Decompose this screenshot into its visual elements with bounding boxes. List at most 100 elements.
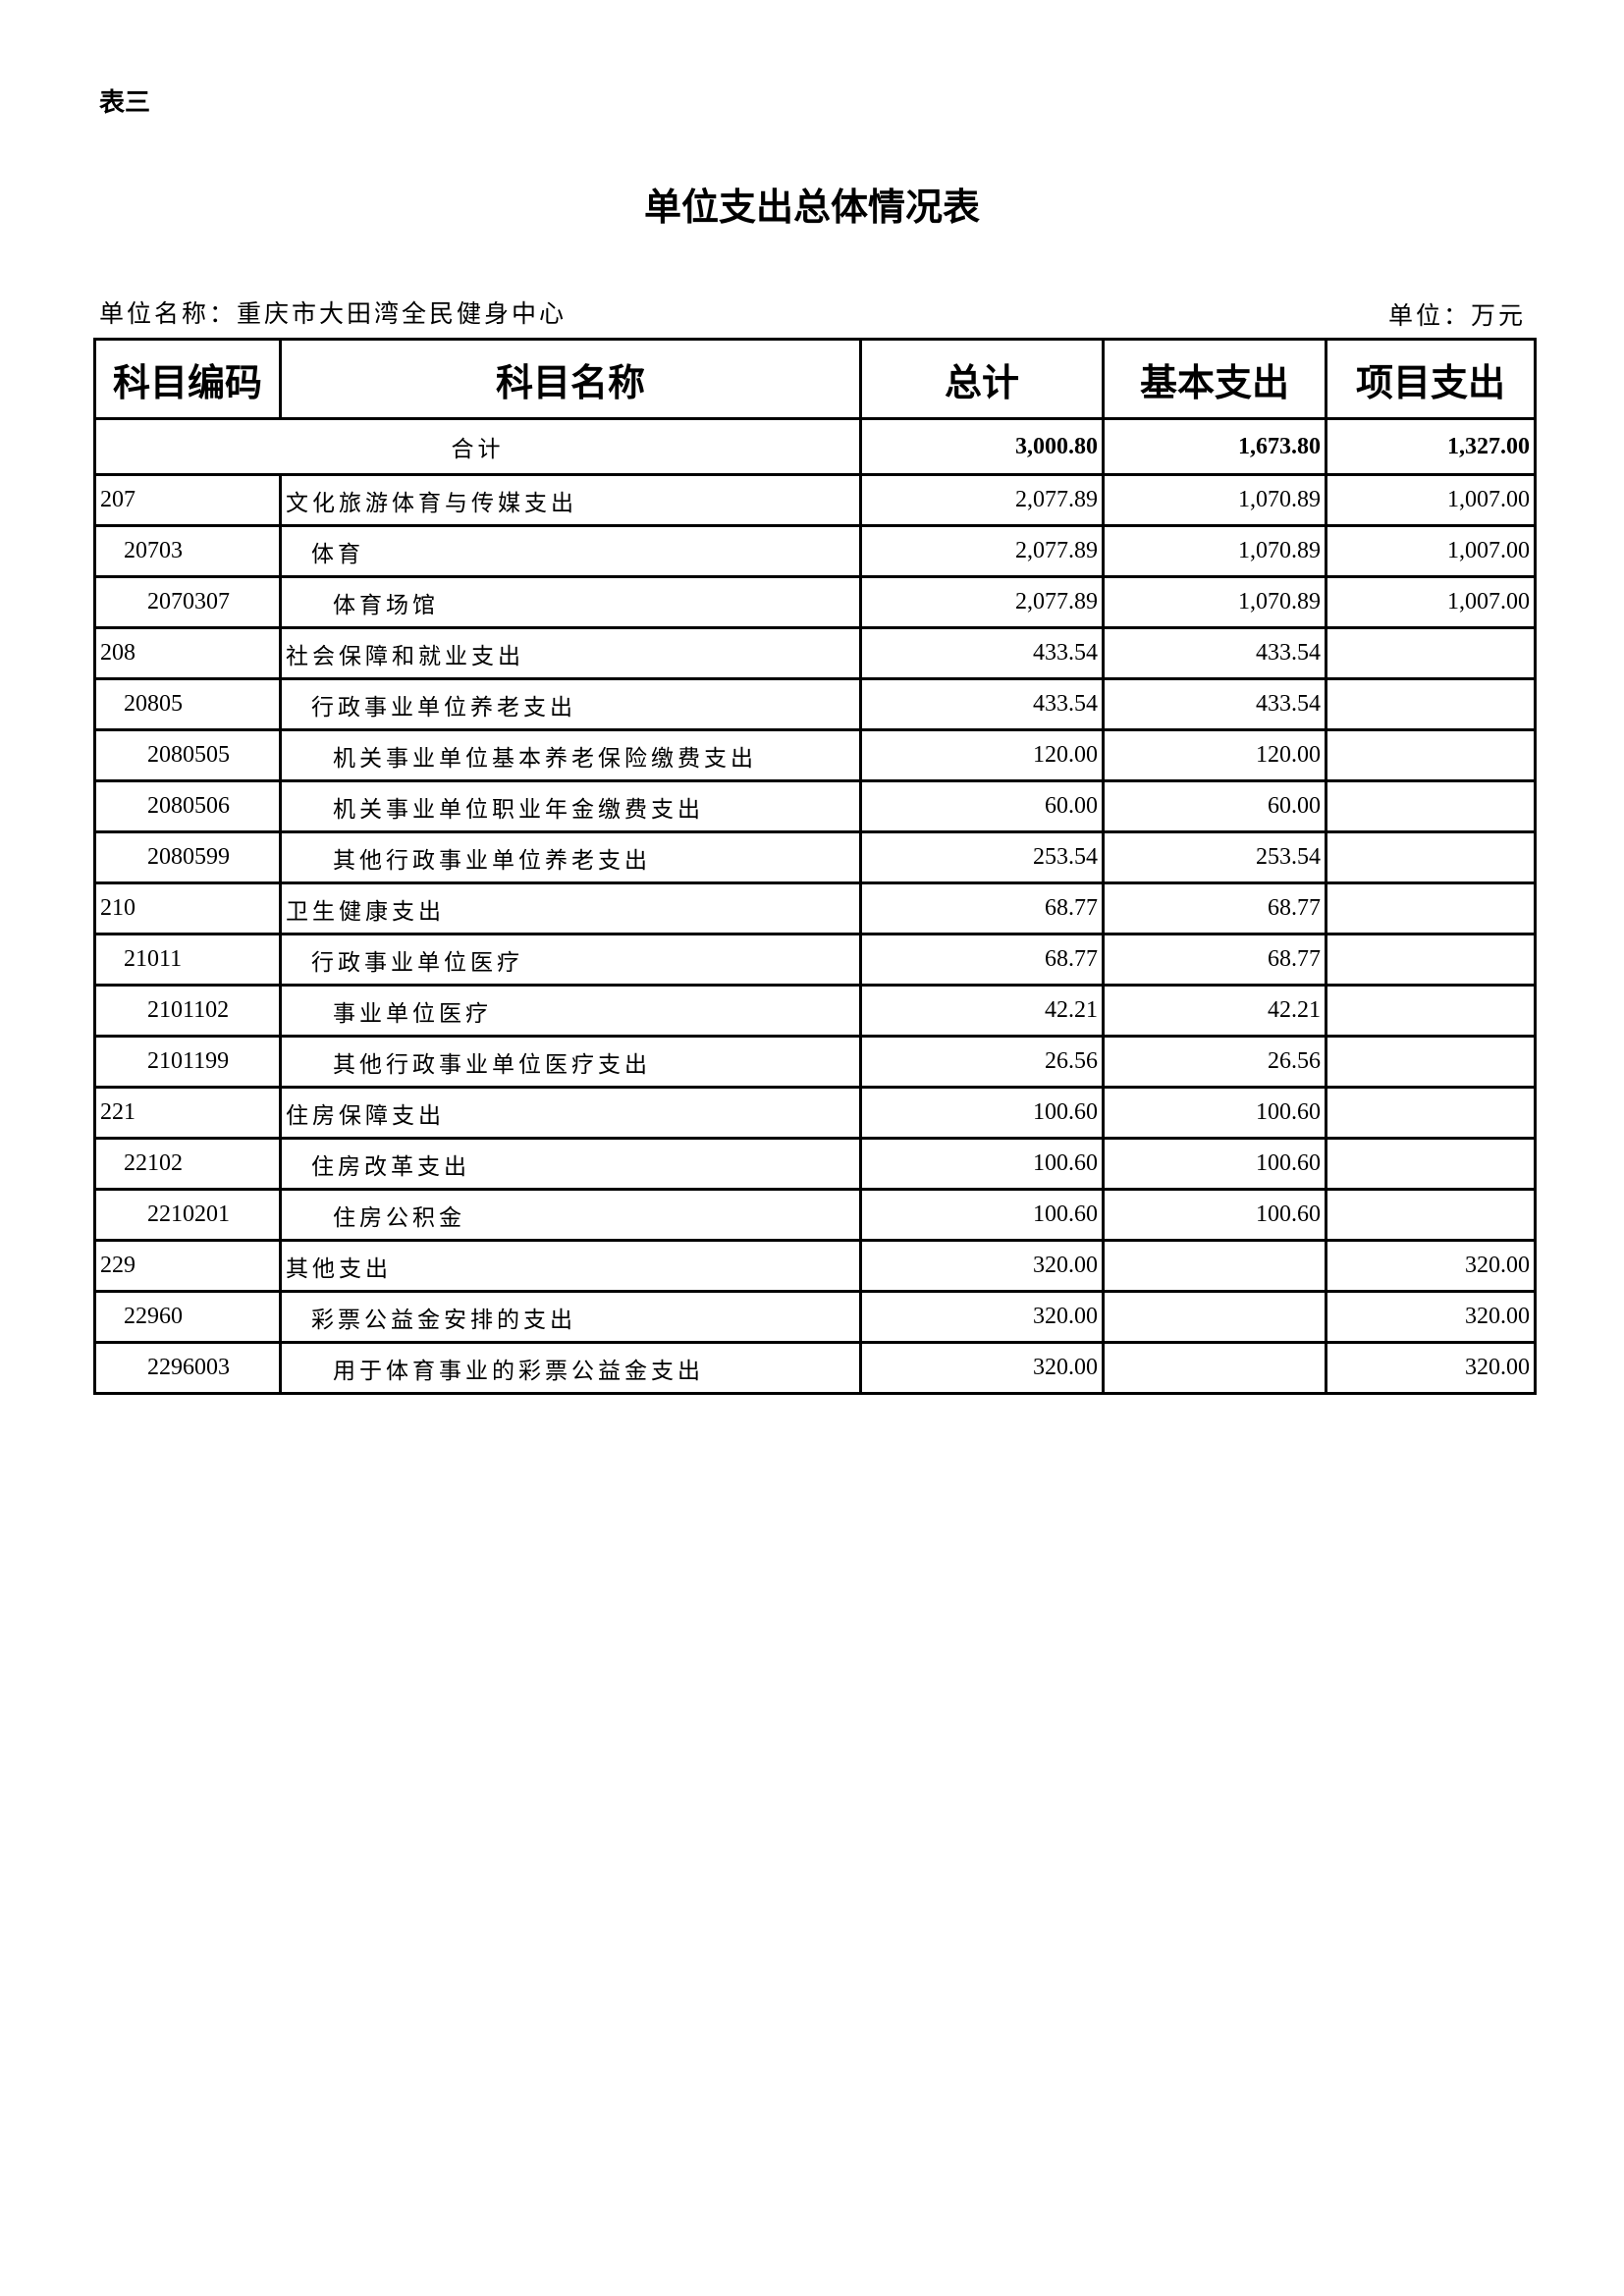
row-name: 行政事业单位养老支出: [279, 677, 862, 731]
row-code: 208: [93, 626, 282, 680]
row-project: 320.00: [1325, 1341, 1537, 1395]
row-basic: 100.60: [1102, 1137, 1327, 1191]
row-basic: 433.54: [1102, 626, 1327, 680]
header-row: 科目编码 科目名称 总计 基本支出 项目支出: [93, 338, 1537, 420]
table-row: 2080506 机关事业单位职业年金缴费支出 60.00 60.00: [93, 779, 1537, 833]
table-row: 2070307 体育场馆 2,077.89 1,070.89 1,007.00: [93, 575, 1537, 629]
row-name: 其他行政事业单位养老支出: [279, 830, 862, 884]
row-code: 221: [93, 1086, 282, 1140]
total-project: 1,327.00: [1325, 417, 1537, 476]
row-total: 60.00: [859, 779, 1105, 833]
row-name: 住房改革支出: [279, 1137, 862, 1191]
row-code: 2080505: [93, 728, 282, 782]
header-project: 项目支出: [1325, 338, 1537, 420]
row-basic: 1,070.89: [1102, 524, 1327, 578]
page-title: 单位支出总体情况表: [643, 185, 980, 229]
row-name: 体育: [279, 524, 862, 578]
row-code: 207: [93, 473, 282, 527]
row-project: [1325, 881, 1537, 935]
row-code: 22102: [93, 1137, 282, 1191]
row-basic: 253.54: [1102, 830, 1327, 884]
row-total: 320.00: [859, 1239, 1105, 1293]
table-row: 22102 住房改革支出 100.60 100.60: [93, 1137, 1537, 1191]
row-total: 2,077.89: [859, 575, 1105, 629]
total-label: 合计: [93, 417, 862, 476]
row-total: 68.77: [859, 881, 1105, 935]
table-row: 22960 彩票公益金安排的支出 320.00 320.00: [93, 1290, 1537, 1344]
row-total: 100.60: [859, 1188, 1105, 1242]
row-name: 用于体育事业的彩票公益金支出: [279, 1341, 862, 1395]
row-total: 120.00: [859, 728, 1105, 782]
row-basic: 100.60: [1102, 1188, 1327, 1242]
header-basic: 基本支出: [1102, 338, 1327, 420]
table-row: 2101102 事业单位医疗 42.21 42.21: [93, 984, 1537, 1038]
row-name: 体育场馆: [279, 575, 862, 629]
table-number-label: 表三: [99, 88, 151, 118]
table-row: 2101199 其他行政事业单位医疗支出 26.56 26.56: [93, 1035, 1537, 1089]
total-basic: 1,673.80: [1102, 417, 1327, 476]
row-project: [1325, 728, 1537, 782]
row-total: 320.00: [859, 1290, 1105, 1344]
row-code: 210: [93, 881, 282, 935]
row-project: 1,007.00: [1325, 473, 1537, 527]
row-code: 2296003: [93, 1341, 282, 1395]
table-row: 2080599 其他行政事业单位养老支出 253.54 253.54: [93, 830, 1537, 884]
row-basic: 433.54: [1102, 677, 1327, 731]
row-project: 320.00: [1325, 1239, 1537, 1293]
row-total: 68.77: [859, 933, 1105, 987]
row-code: 2080506: [93, 779, 282, 833]
row-total: 2,077.89: [859, 473, 1105, 527]
row-total: 253.54: [859, 830, 1105, 884]
row-basic: 120.00: [1102, 728, 1327, 782]
expenditure-table: 科目编码 科目名称 总计 基本支出 项目支出 合计 3,000.80 1,673…: [93, 338, 1537, 1395]
header-name: 科目名称: [279, 338, 862, 420]
header-code: 科目编码: [93, 338, 282, 420]
row-name: 行政事业单位医疗: [279, 933, 862, 987]
row-basic: 68.77: [1102, 881, 1327, 935]
table-row: 229 其他支出 320.00 320.00: [93, 1239, 1537, 1293]
table-row: 208 社会保障和就业支出 433.54 433.54: [93, 626, 1537, 680]
total-row: 合计 3,000.80 1,673.80 1,327.00: [93, 417, 1537, 476]
row-project: [1325, 626, 1537, 680]
row-total: 2,077.89: [859, 524, 1105, 578]
row-project: [1325, 1188, 1537, 1242]
row-name: 住房保障支出: [279, 1086, 862, 1140]
row-project: [1325, 1086, 1537, 1140]
row-basic: 1,070.89: [1102, 575, 1327, 629]
table-row: 2296003 用于体育事业的彩票公益金支出 320.00 320.00: [93, 1341, 1537, 1395]
row-basic: 26.56: [1102, 1035, 1327, 1089]
row-total: 433.54: [859, 677, 1105, 731]
unit-name: 单位名称：重庆市大田湾全民健身中心: [99, 299, 568, 328]
row-basic: 100.60: [1102, 1086, 1327, 1140]
row-code: 20703: [93, 524, 282, 578]
row-name: 住房公积金: [279, 1188, 862, 1242]
row-basic: [1102, 1290, 1327, 1344]
row-code: 21011: [93, 933, 282, 987]
row-code: 2070307: [93, 575, 282, 629]
table-row: 207 文化旅游体育与传媒支出 2,077.89 1,070.89 1,007.00: [93, 473, 1537, 527]
row-total: 320.00: [859, 1341, 1105, 1395]
row-name: 文化旅游体育与传媒支出: [279, 473, 862, 527]
row-code: 2101102: [93, 984, 282, 1038]
table-row: 20703 体育 2,077.89 1,070.89 1,007.00: [93, 524, 1537, 578]
row-project: [1325, 1035, 1537, 1089]
table-row: 210 卫生健康支出 68.77 68.77: [93, 881, 1537, 935]
row-project: 320.00: [1325, 1290, 1537, 1344]
row-total: 42.21: [859, 984, 1105, 1038]
row-project: [1325, 1137, 1537, 1191]
row-name: 其他行政事业单位医疗支出: [279, 1035, 862, 1089]
row-total: 100.60: [859, 1086, 1105, 1140]
row-project: [1325, 677, 1537, 731]
row-name: 彩票公益金安排的支出: [279, 1290, 862, 1344]
row-project: 1,007.00: [1325, 575, 1537, 629]
row-project: [1325, 933, 1537, 987]
row-name: 机关事业单位职业年金缴费支出: [279, 779, 862, 833]
row-name: 其他支出: [279, 1239, 862, 1293]
currency-unit: 单位：万元: [1387, 301, 1526, 330]
row-project: [1325, 984, 1537, 1038]
row-basic: 42.21: [1102, 984, 1327, 1038]
table-row: 20805 行政事业单位养老支出 433.54 433.54: [93, 677, 1537, 731]
table-row: 221 住房保障支出 100.60 100.60: [93, 1086, 1537, 1140]
row-total: 26.56: [859, 1035, 1105, 1089]
row-basic: [1102, 1341, 1327, 1395]
